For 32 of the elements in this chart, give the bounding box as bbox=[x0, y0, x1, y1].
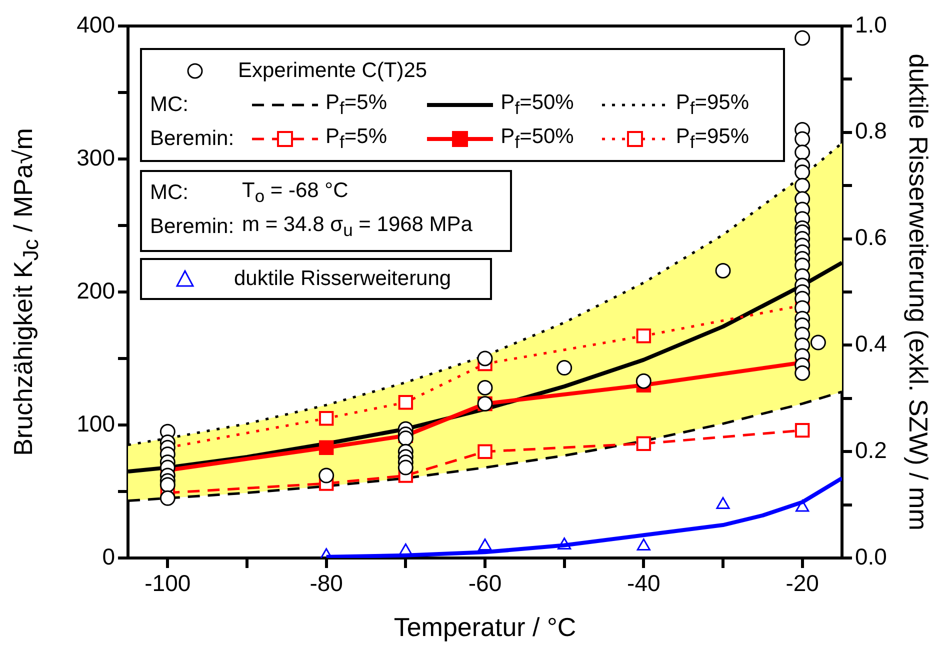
x-tick-label: -80 bbox=[310, 570, 343, 596]
y-tick-label: 100 bbox=[76, 410, 115, 436]
x-tick-label: -40 bbox=[627, 570, 660, 596]
y2-tick-label: 0.2 bbox=[855, 436, 887, 463]
y2-axis-title: duktile Risserweiterung (exkl. SZW) / mm bbox=[904, 54, 934, 530]
legend-label: P$_{f}$=50% bbox=[500, 124, 574, 152]
legend-label: P$_{f}$=95% bbox=[676, 90, 750, 118]
y-tick-label: 300 bbox=[76, 144, 115, 170]
annotation: m = 34.8 σ$_{u}$ = 1968 MPa bbox=[242, 212, 472, 242]
y2-tick-label: 0.8 bbox=[855, 118, 887, 144]
legend-label: P$_{f}$=5% bbox=[326, 124, 388, 152]
legend-label: P$_{f}$=50% bbox=[500, 90, 574, 118]
y-tick-label: 400 bbox=[76, 11, 115, 38]
x-tick-label: -100 bbox=[144, 570, 191, 596]
y2-tick-label: 0.0 bbox=[855, 543, 887, 570]
legend-label: P$_{f}$=95% bbox=[676, 124, 750, 152]
y-tick-label: 0 bbox=[102, 543, 115, 570]
legend-label: Experimente C(T)25 bbox=[238, 59, 428, 82]
y2-tick-label: 1.0 bbox=[855, 11, 887, 38]
x-axis-title: Temperatur / °C bbox=[394, 612, 576, 642]
annotation: T$_{o}$ = -68 °C bbox=[242, 178, 348, 208]
y-tick-label: 200 bbox=[76, 277, 115, 304]
legend-label: duktile Risserweiterung bbox=[234, 267, 452, 290]
x-tick-label: -60 bbox=[468, 570, 502, 596]
annotation: Beremin: bbox=[150, 127, 234, 150]
annotation: MC: bbox=[150, 181, 188, 204]
legend-label: P$_{f}$=5% bbox=[326, 90, 388, 118]
y2-tick-label: 0.6 bbox=[855, 224, 887, 250]
x-tick-label: -20 bbox=[786, 570, 819, 596]
y2-tick-label: 0.4 bbox=[855, 330, 888, 357]
annotation: MC: bbox=[150, 93, 188, 116]
annotation: Beremin: bbox=[150, 215, 234, 238]
